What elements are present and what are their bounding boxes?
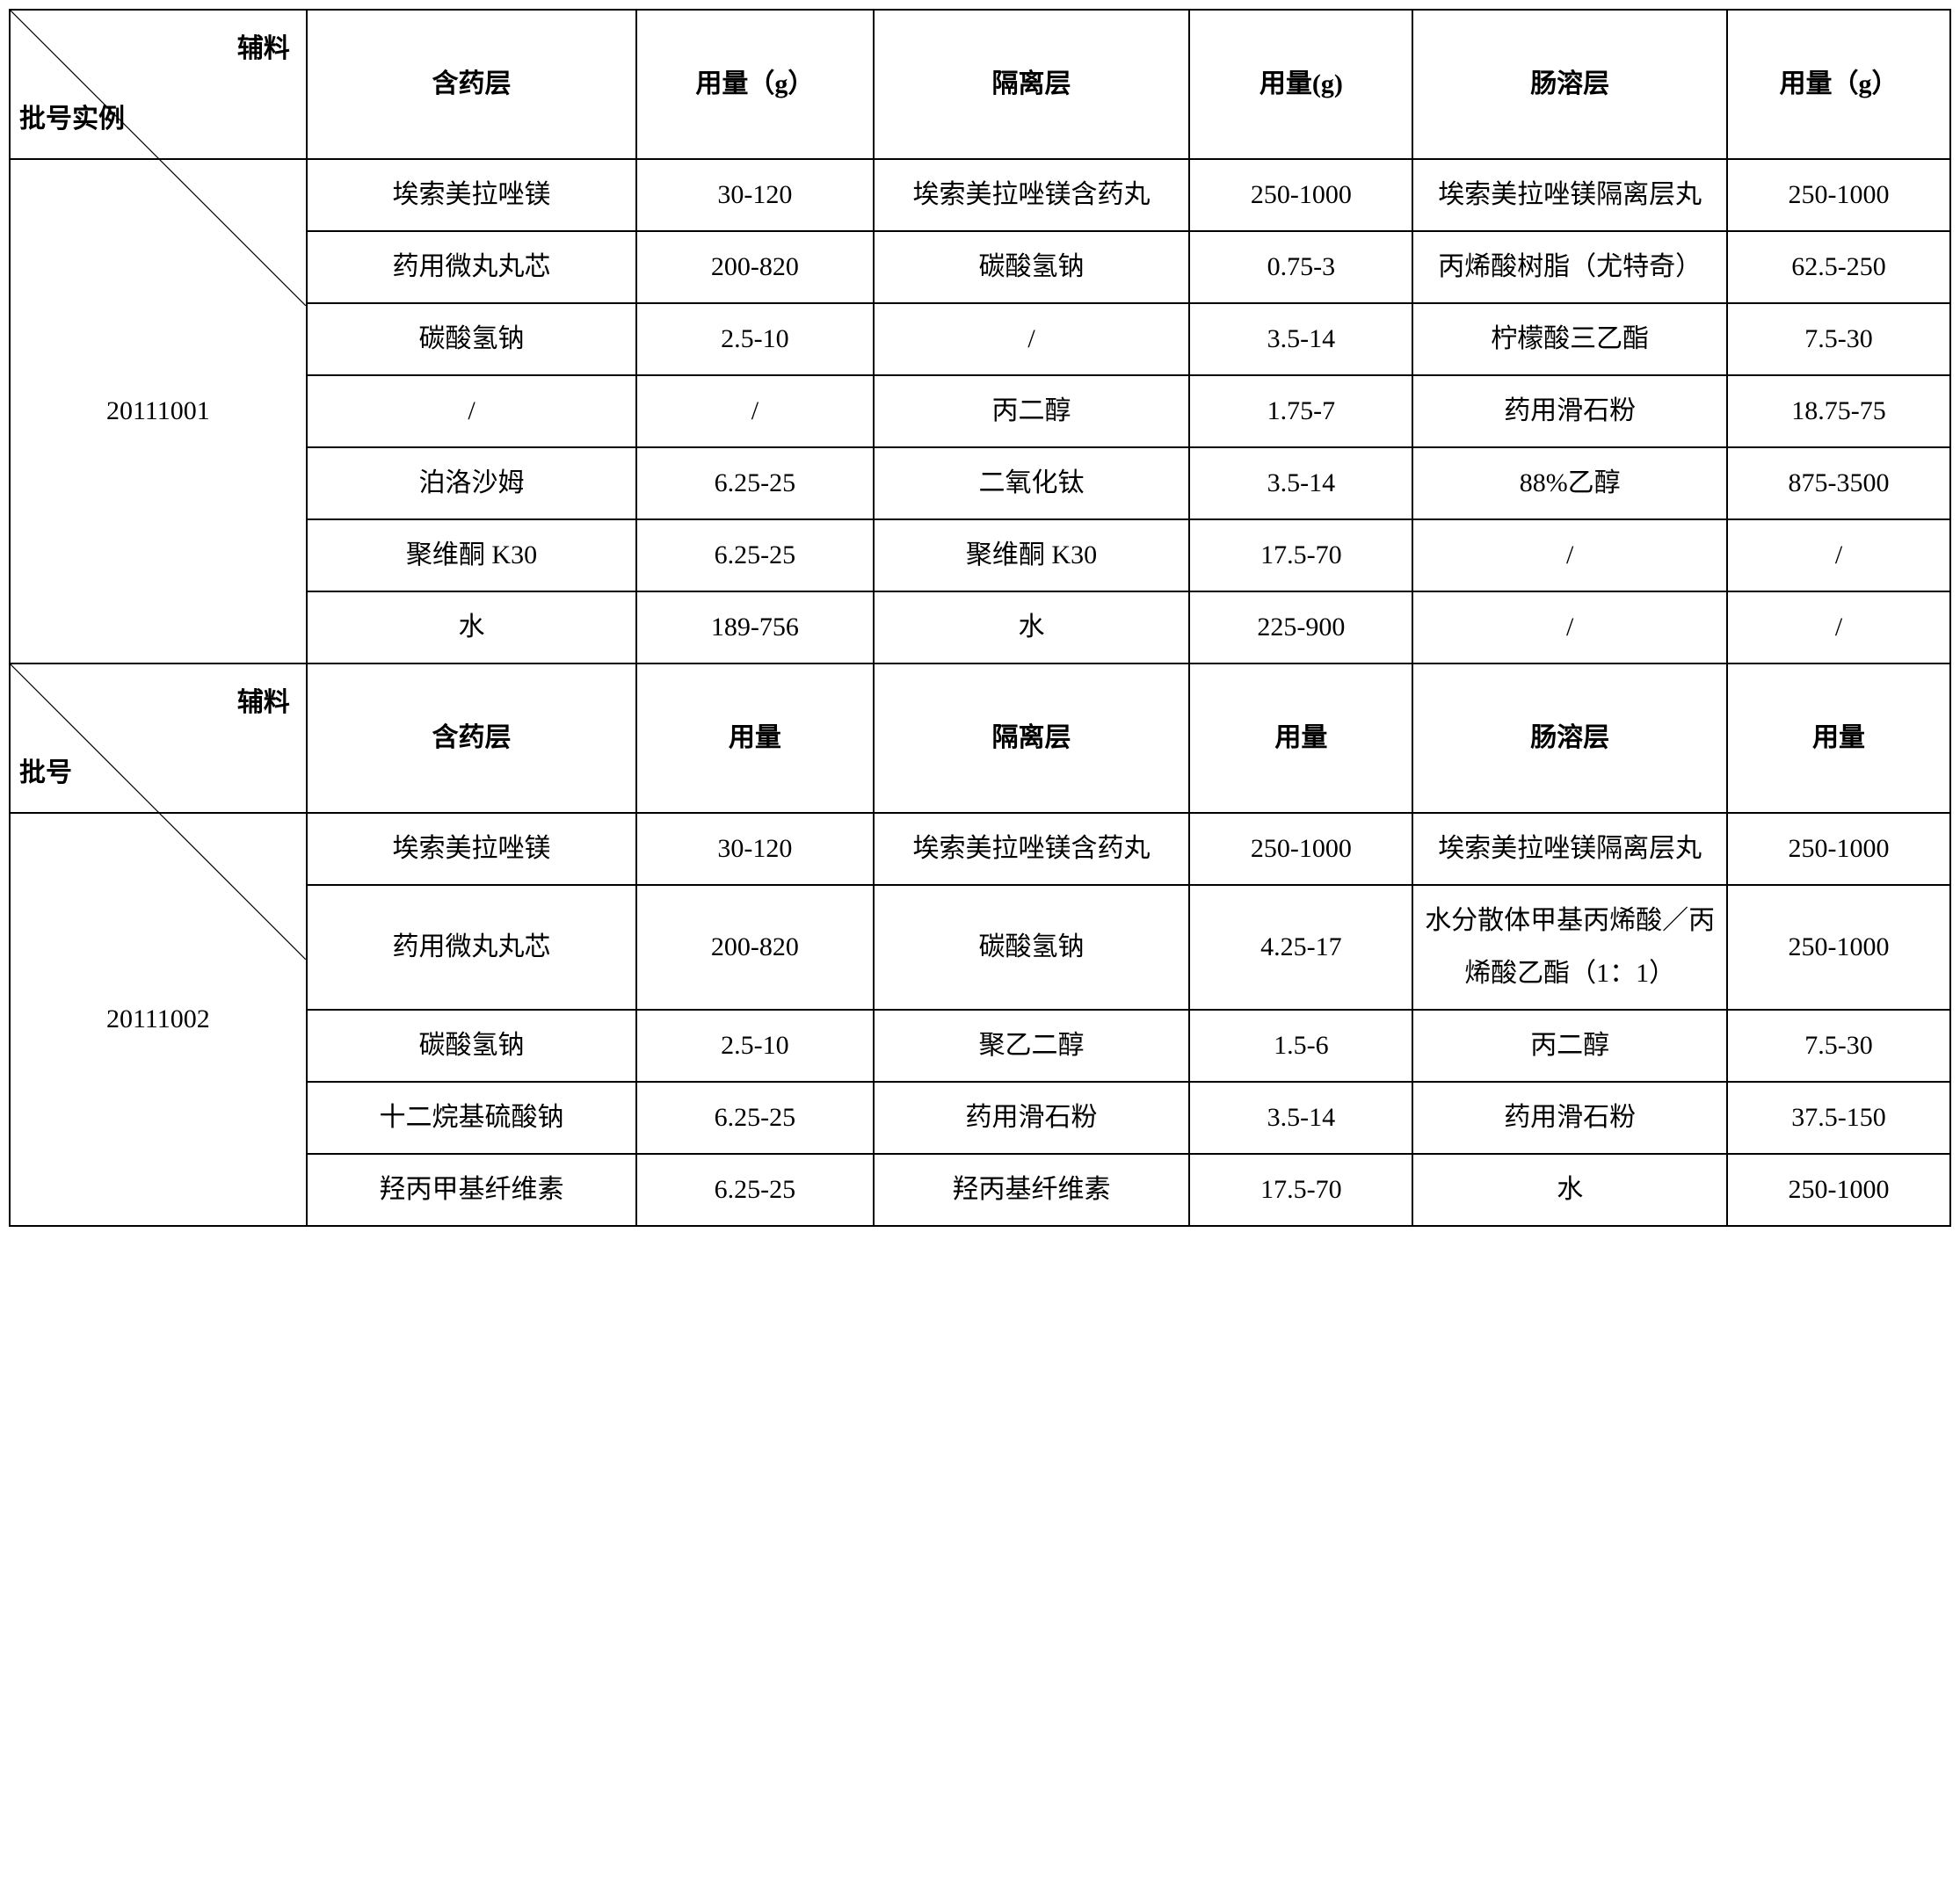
data-cell: 4.25-17 bbox=[1189, 885, 1412, 1010]
data-cell: 二氧化钛 bbox=[874, 447, 1190, 519]
column-header: 隔离层 bbox=[874, 663, 1190, 813]
data-cell: / bbox=[1727, 519, 1950, 591]
data-cell: 水 bbox=[307, 591, 636, 663]
data-cell: 62.5-250 bbox=[1727, 231, 1950, 303]
data-cell: / bbox=[1727, 591, 1950, 663]
data-cell: 3.5-14 bbox=[1189, 447, 1412, 519]
data-cell: 250-1000 bbox=[1727, 813, 1950, 885]
data-cell: 37.5-150 bbox=[1727, 1082, 1950, 1154]
data-cell: 水 bbox=[874, 591, 1190, 663]
diagonal-header-cell: 辅料批号实例 bbox=[10, 10, 307, 159]
data-cell: 200-820 bbox=[636, 885, 873, 1010]
data-cell: 埃索美拉唑镁含药丸 bbox=[874, 159, 1190, 231]
column-header: 用量 bbox=[636, 663, 873, 813]
data-cell: 埃索美拉唑镁隔离层丸 bbox=[1412, 159, 1727, 231]
column-header: 含药层 bbox=[307, 10, 636, 159]
data-cell: 十二烷基硫酸钠 bbox=[307, 1082, 636, 1154]
data-cell: 7.5-30 bbox=[1727, 303, 1950, 375]
column-header: 隔离层 bbox=[874, 10, 1190, 159]
data-cell: 189-756 bbox=[636, 591, 873, 663]
data-cell: 埃索美拉唑镁 bbox=[307, 813, 636, 885]
data-cell: 药用滑石粉 bbox=[1412, 375, 1727, 447]
data-cell: / bbox=[307, 375, 636, 447]
data-cell: 聚维酮 K30 bbox=[307, 519, 636, 591]
diagonal-header-cell: 辅料批号 bbox=[10, 663, 307, 813]
data-cell: 250-1000 bbox=[1727, 159, 1950, 231]
pharma-table: 辅料批号实例含药层用量（g）隔离层用量(g)肠溶层用量（g）20111001埃索… bbox=[9, 9, 1951, 1227]
column-header: 用量 bbox=[1727, 663, 1950, 813]
data-cell: 丙烯酸树脂（尤特奇） bbox=[1412, 231, 1727, 303]
data-cell: 2.5-10 bbox=[636, 1010, 873, 1082]
column-header: 含药层 bbox=[307, 663, 636, 813]
data-cell: 6.25-25 bbox=[636, 1154, 873, 1226]
data-cell: 药用滑石粉 bbox=[1412, 1082, 1727, 1154]
data-cell: 羟丙甲基纤维素 bbox=[307, 1154, 636, 1226]
data-cell: 30-120 bbox=[636, 813, 873, 885]
data-cell: 250-1000 bbox=[1727, 1154, 1950, 1226]
data-cell: 7.5-30 bbox=[1727, 1010, 1950, 1082]
data-cell: 水 bbox=[1412, 1154, 1727, 1226]
data-cell: 250-1000 bbox=[1727, 885, 1950, 1010]
column-header: 用量(g) bbox=[1189, 10, 1412, 159]
data-cell: 875-3500 bbox=[1727, 447, 1950, 519]
data-cell: 水分散体甲基丙烯酸／丙烯酸乙酯（1：1） bbox=[1412, 885, 1727, 1010]
data-cell: 17.5-70 bbox=[1189, 1154, 1412, 1226]
data-cell: 3.5-14 bbox=[1189, 303, 1412, 375]
data-cell: 泊洛沙姆 bbox=[307, 447, 636, 519]
data-cell: 6.25-25 bbox=[636, 519, 873, 591]
data-cell: 17.5-70 bbox=[1189, 519, 1412, 591]
data-cell: / bbox=[1412, 591, 1727, 663]
data-cell: 18.75-75 bbox=[1727, 375, 1950, 447]
data-cell: / bbox=[1412, 519, 1727, 591]
data-cell: / bbox=[636, 375, 873, 447]
data-cell: 225-900 bbox=[1189, 591, 1412, 663]
data-cell: 碳酸氢钠 bbox=[307, 1010, 636, 1082]
column-header: 用量 bbox=[1189, 663, 1412, 813]
data-cell: 羟丙基纤维素 bbox=[874, 1154, 1190, 1226]
data-cell: 药用微丸丸芯 bbox=[307, 231, 636, 303]
data-cell: / bbox=[874, 303, 1190, 375]
data-cell: 1.5-6 bbox=[1189, 1010, 1412, 1082]
column-header: 用量（g） bbox=[1727, 10, 1950, 159]
data-cell: 丙二醇 bbox=[874, 375, 1190, 447]
data-cell: 6.25-25 bbox=[636, 447, 873, 519]
data-cell: 250-1000 bbox=[1189, 813, 1412, 885]
diag-bottom-label: 批号实例 bbox=[19, 93, 125, 146]
data-cell: 1.75-7 bbox=[1189, 375, 1412, 447]
data-cell: 2.5-10 bbox=[636, 303, 873, 375]
data-cell: 药用滑石粉 bbox=[874, 1082, 1190, 1154]
diag-top-label: 辅料 bbox=[237, 23, 290, 76]
data-cell: 碳酸氢钠 bbox=[874, 885, 1190, 1010]
data-cell: 药用微丸丸芯 bbox=[307, 885, 636, 1010]
column-header: 用量（g） bbox=[636, 10, 873, 159]
data-cell: 碳酸氢钠 bbox=[307, 303, 636, 375]
data-cell: 6.25-25 bbox=[636, 1082, 873, 1154]
data-cell: 88%乙醇 bbox=[1412, 447, 1727, 519]
data-cell: 埃索美拉唑镁 bbox=[307, 159, 636, 231]
data-cell: 丙二醇 bbox=[1412, 1010, 1727, 1082]
data-cell: 30-120 bbox=[636, 159, 873, 231]
data-cell: 3.5-14 bbox=[1189, 1082, 1412, 1154]
data-cell: 聚维酮 K30 bbox=[874, 519, 1190, 591]
data-cell: 碳酸氢钠 bbox=[874, 231, 1190, 303]
data-cell: 埃索美拉唑镁隔离层丸 bbox=[1412, 813, 1727, 885]
diag-top-label: 辅料 bbox=[237, 677, 290, 729]
diag-bottom-label: 批号 bbox=[19, 747, 72, 800]
column-header: 肠溶层 bbox=[1412, 663, 1727, 813]
data-cell: 250-1000 bbox=[1189, 159, 1412, 231]
column-header: 肠溶层 bbox=[1412, 10, 1727, 159]
data-cell: 200-820 bbox=[636, 231, 873, 303]
data-cell: 埃索美拉唑镁含药丸 bbox=[874, 813, 1190, 885]
data-cell: 聚乙二醇 bbox=[874, 1010, 1190, 1082]
data-cell: 柠檬酸三乙酯 bbox=[1412, 303, 1727, 375]
data-cell: 0.75-3 bbox=[1189, 231, 1412, 303]
